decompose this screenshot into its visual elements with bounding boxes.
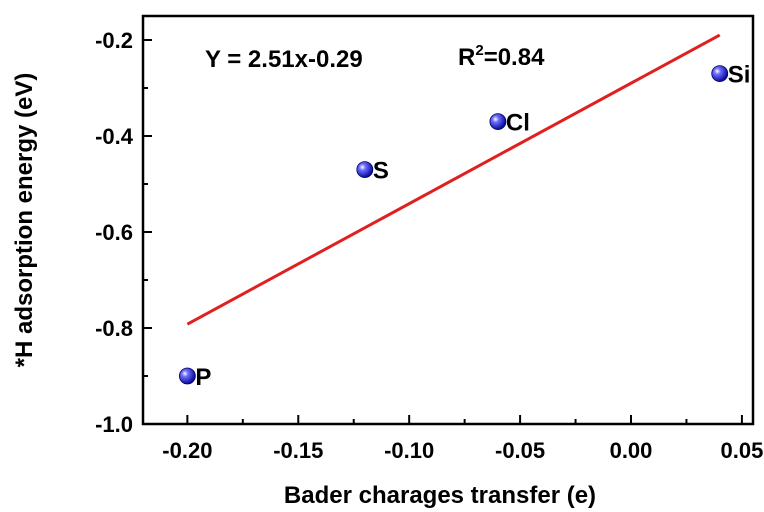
fit-line: [186, 33, 721, 326]
x-tick-label: -0.05: [495, 438, 545, 463]
data-points: P S Cl Si: [178, 62, 751, 391]
x-axis-title: Bader charages transfer (e): [284, 482, 596, 509]
r-squared-value: =0.84: [484, 44, 545, 71]
x-tick-label: -0.15: [273, 438, 323, 463]
y-axis-title: *H adsorption energy (eV): [11, 73, 38, 368]
x-tick-label: -0.20: [162, 438, 212, 463]
data-point-cl: [489, 113, 507, 130]
plot-frame: [141, 14, 755, 426]
y-tick-label: -1.0: [95, 412, 133, 437]
equation-annotation: Y = 2.51x-0.29: [205, 46, 363, 73]
x-tick-label: -0.10: [384, 438, 434, 463]
point-label-p: P: [195, 364, 211, 391]
x-tick-label: 0.05: [720, 438, 763, 463]
point-label-s: S: [373, 158, 389, 185]
point-label-cl: Cl: [506, 110, 530, 137]
y-tick-label: -0.2: [95, 28, 133, 53]
x-tick-label: 0.00: [610, 438, 653, 463]
y-tick-label: -0.8: [95, 316, 133, 341]
r-squared-prefix: R: [458, 44, 475, 71]
r-squared-annotation: R2=0.84: [458, 42, 545, 71]
x-axis-ticks: -0.20 -0.15 -0.10 -0.05 0.00 0.05: [162, 415, 763, 463]
point-label-si: Si: [728, 62, 751, 89]
y-tick-label: -0.4: [95, 124, 134, 149]
r-squared-superscript: 2: [475, 42, 483, 59]
y-tick-label: -0.6: [95, 220, 133, 245]
data-point-s: [356, 161, 374, 179]
y-axis-ticks: -1.0 -0.8 -0.6 -0.4 -0.2: [95, 28, 152, 437]
data-point-p: [178, 367, 196, 385]
data-point-si: [711, 65, 729, 82]
